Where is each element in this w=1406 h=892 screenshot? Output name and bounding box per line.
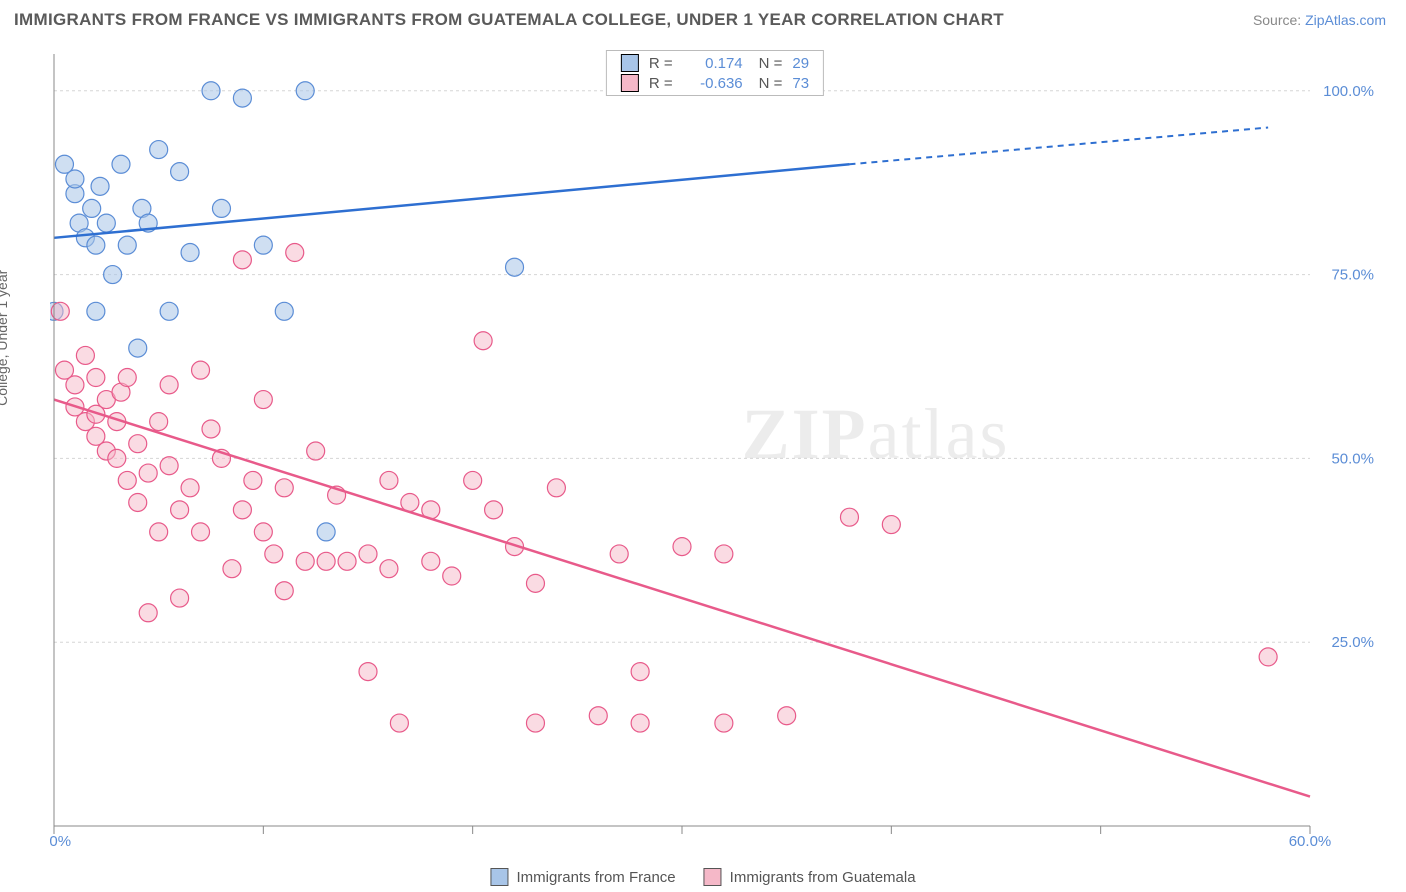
svg-text:0.0%: 0.0% bbox=[50, 833, 71, 848]
chart-title: IMMIGRANTS FROM FRANCE VS IMMIGRANTS FRO… bbox=[14, 10, 1004, 30]
series-legend: Immigrants from France Immigrants from G… bbox=[490, 868, 915, 886]
swatch-pink-icon bbox=[621, 74, 639, 92]
n-label: N = bbox=[759, 55, 783, 72]
source-attribution: Source: ZipAtlas.com bbox=[1253, 12, 1386, 28]
chart-container: College, Under 1 year R = 0.174 N = 29 R… bbox=[14, 40, 1392, 892]
r-value-france: 0.174 bbox=[683, 55, 743, 72]
n-value-france: 29 bbox=[792, 55, 809, 72]
n-label: N = bbox=[759, 75, 783, 92]
y-axis-label: College, Under 1 year bbox=[0, 270, 10, 406]
svg-text:25.0%: 25.0% bbox=[1331, 634, 1374, 651]
svg-text:75.0%: 75.0% bbox=[1331, 267, 1374, 284]
scatter-plot: 25.0% 50.0% 75.0% 100.0% 0.0% 60.0% bbox=[50, 50, 1380, 848]
swatch-blue-icon bbox=[621, 54, 639, 72]
r-label: R = bbox=[649, 55, 673, 72]
svg-text:60.0%: 60.0% bbox=[1289, 833, 1332, 848]
r-value-guatemala: -0.636 bbox=[683, 75, 743, 92]
r-label: R = bbox=[649, 75, 673, 92]
swatch-blue-icon bbox=[490, 868, 508, 886]
n-value-guatemala: 73 bbox=[792, 75, 809, 92]
legend-row-france: R = 0.174 N = 29 bbox=[607, 53, 823, 73]
legend-item-guatemala: Immigrants from Guatemala bbox=[704, 868, 916, 886]
legend-item-france: Immigrants from France bbox=[490, 868, 675, 886]
svg-text:50.0%: 50.0% bbox=[1331, 450, 1374, 467]
plot-area: R = 0.174 N = 29 R = -0.636 N = 73 ZIPat… bbox=[50, 50, 1380, 848]
svg-text:100.0%: 100.0% bbox=[1323, 83, 1374, 100]
swatch-pink-icon bbox=[704, 868, 722, 886]
source-link[interactable]: ZipAtlas.com bbox=[1305, 12, 1386, 28]
legend-row-guatemala: R = -0.636 N = 73 bbox=[607, 73, 823, 93]
legend-label: Immigrants from France bbox=[516, 869, 675, 886]
legend-label: Immigrants from Guatemala bbox=[730, 869, 916, 886]
correlation-legend: R = 0.174 N = 29 R = -0.636 N = 73 bbox=[606, 50, 824, 96]
